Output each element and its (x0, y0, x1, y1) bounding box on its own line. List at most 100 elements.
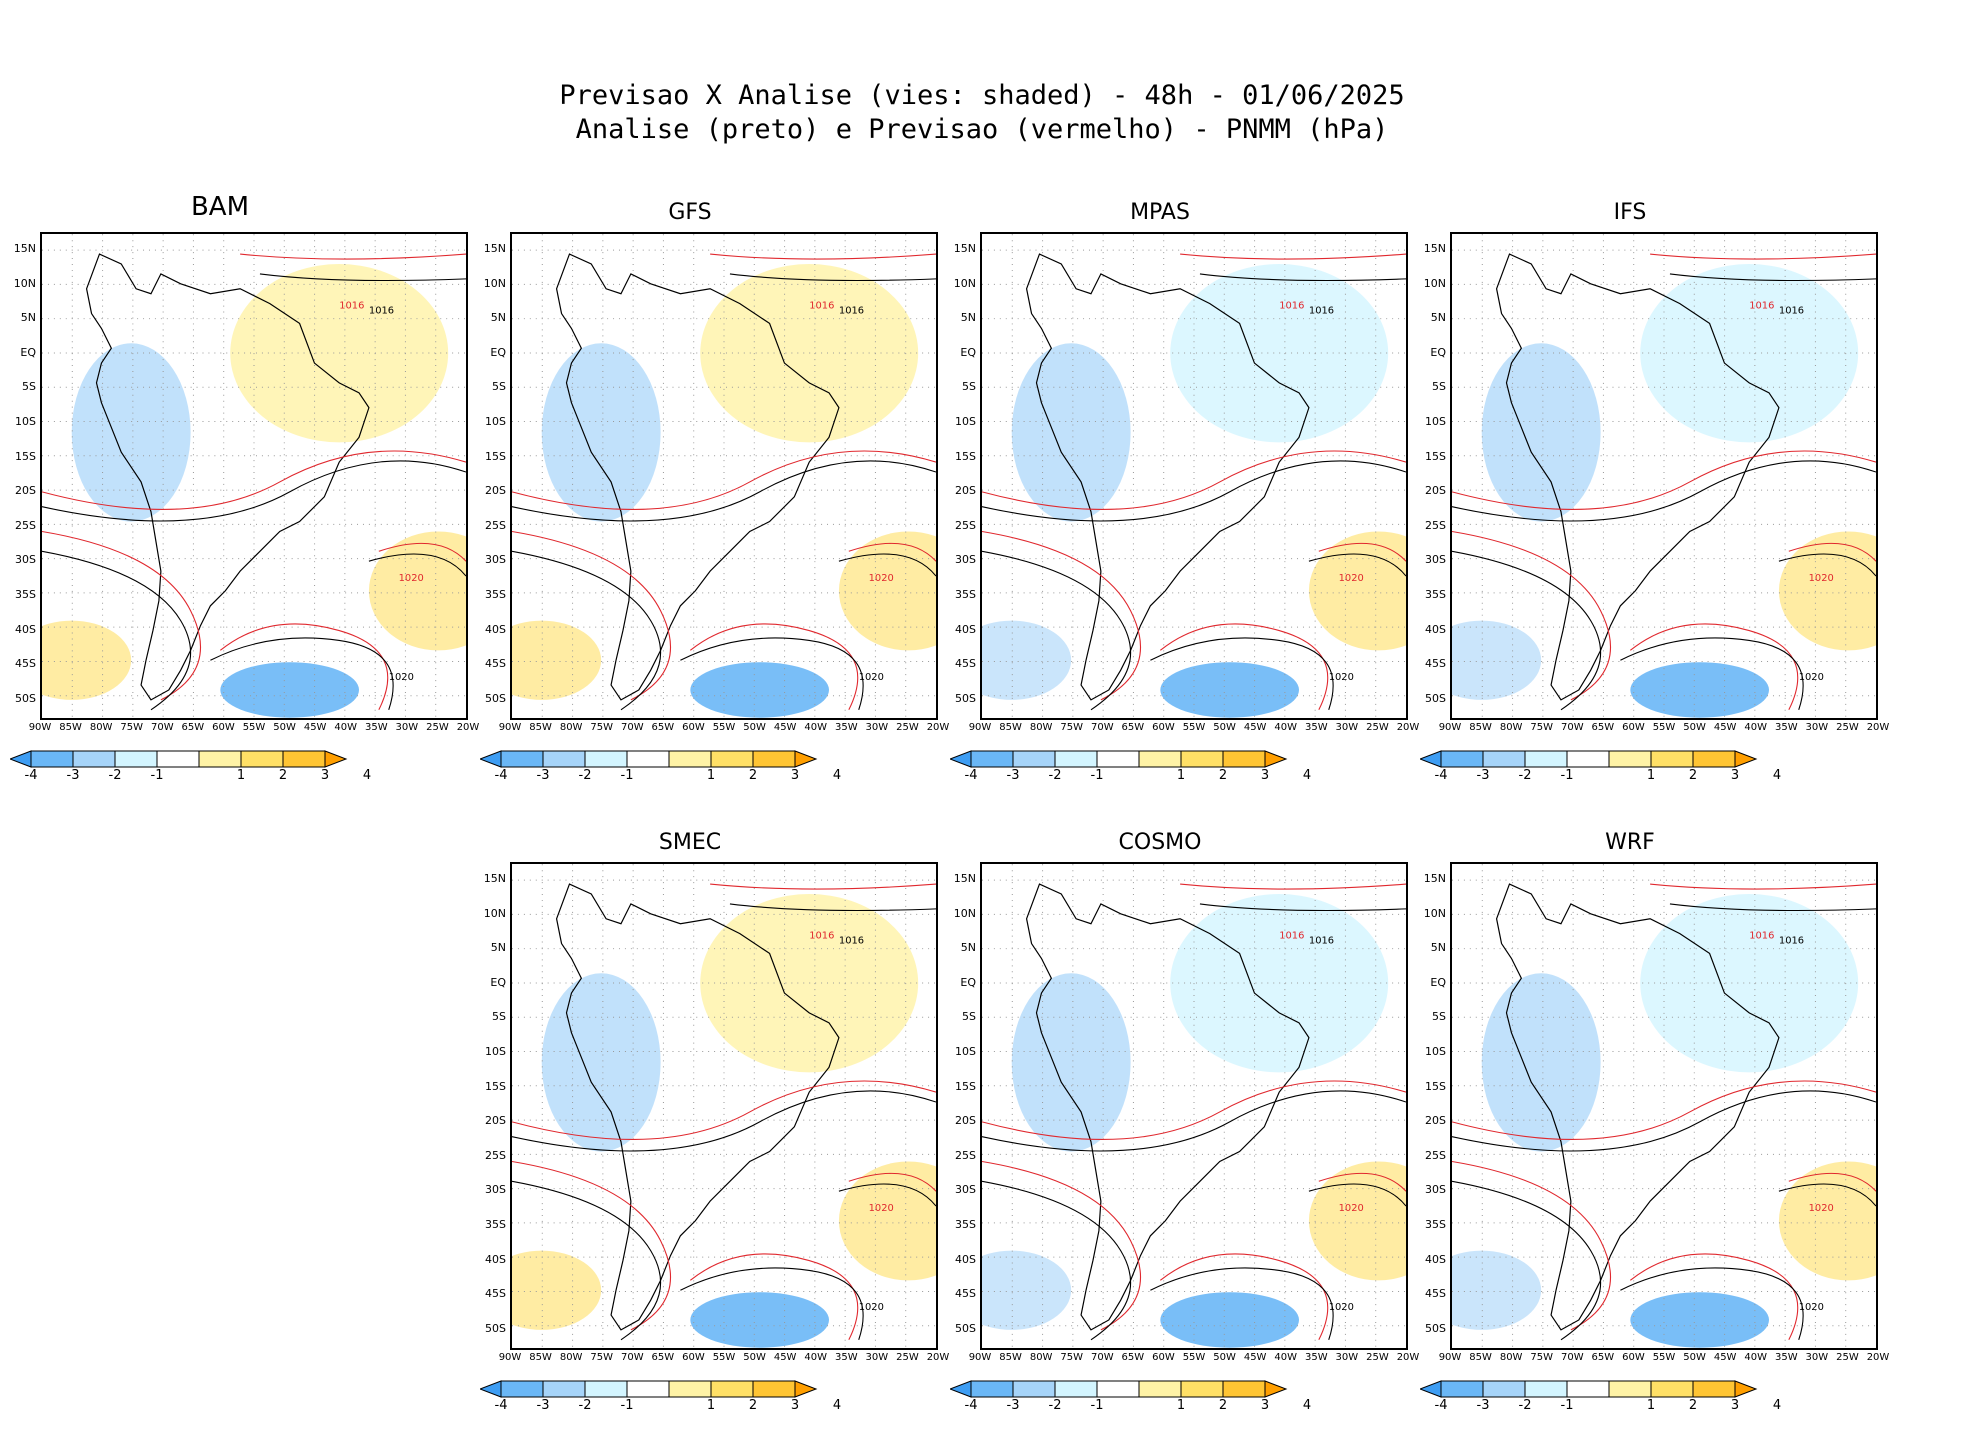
panel-smec: SMEC 15N 10N 5N EQ 5S 10S 15S 20S 25S 30S 35S 40S 45S… (470, 830, 949, 1430)
lon-label: 65W (1121, 722, 1145, 733)
analysis-isobar (1150, 1267, 1334, 1340)
lon-label: 60W (212, 722, 235, 733)
forecast-isobar (512, 530, 671, 701)
forecast-isobar (848, 542, 936, 562)
lon-label: 70W (1560, 1352, 1584, 1363)
colorbar-swatch (1650, 1380, 1694, 1398)
coastline (1495, 883, 1780, 1331)
forecast-isobar (512, 1160, 671, 1331)
forecast-isobar (982, 1160, 1141, 1331)
map-svg: 1016 1016 1020 1020 (982, 864, 1406, 1348)
lat-label: 5N (490, 941, 506, 955)
colorbar-label: 2 (278, 768, 288, 783)
lon-label: 80W (1029, 722, 1053, 733)
lat-label: 5N (960, 311, 976, 325)
bias-shading (541, 343, 661, 522)
colorbar-arrow-left (1420, 1380, 1442, 1398)
colorbar-swatch (752, 1380, 796, 1398)
forecast-isobar (982, 1080, 1406, 1141)
lat-label: 15S (15, 449, 36, 463)
lon-label: 30W (395, 722, 419, 733)
lon-label: 85W (1469, 722, 1492, 733)
lon-label: 50W (743, 1352, 766, 1363)
lon-label: 75W (590, 722, 614, 733)
lon-label: 90W (1438, 1352, 1462, 1363)
isobar-label: 1020 (389, 672, 414, 683)
colorbar-swatch (668, 750, 712, 768)
colorbar-label: -1 (1090, 1398, 1104, 1413)
colorbar (950, 1380, 1288, 1398)
analysis-isobar (729, 273, 936, 282)
colorbar-arrow-right (1264, 1380, 1288, 1398)
colorbar-swatch (1180, 750, 1224, 768)
map-svg: 1016 1016 1020 1020 (512, 234, 936, 718)
analysis-isobar (1308, 1183, 1406, 1207)
panel-title: WRF (1605, 830, 1655, 855)
analysis-isobar (512, 550, 662, 711)
colorbar-label: -1 (620, 1398, 634, 1413)
isobar-label: 1016 (809, 301, 834, 312)
lat-label: 35S (1425, 1218, 1446, 1231)
lon-label: 60W (1622, 1352, 1645, 1363)
colorbar-swatch (752, 750, 796, 768)
lat-label: 45S (955, 1287, 976, 1301)
colorbar-label: -4 (1434, 1398, 1448, 1413)
colorbar-swatch (970, 1380, 1014, 1398)
forecast-isobar (689, 1253, 859, 1341)
lon-label: 90W (1438, 722, 1462, 733)
lat-label: 50S (485, 691, 506, 705)
lon-label: 65W (651, 722, 675, 733)
analysis-isobar (512, 460, 936, 522)
colorbar-label: 4 (1302, 768, 1312, 783)
analysis-isobar (42, 460, 466, 522)
panel-ifs: IFS 15N 10N 5N EQ 5S 10S 15S 20S 25S 30S 35S 40S 45S 5… (1410, 200, 1889, 800)
bias-shading (368, 531, 466, 651)
lat-label: 45S (485, 657, 506, 671)
bias-shading (1630, 662, 1770, 718)
lon-label: 30W (1805, 1352, 1829, 1363)
lat-label: 20S (955, 1114, 976, 1128)
colorbar-label: 3 (1260, 1398, 1270, 1413)
lon-label: 50W (1213, 1352, 1236, 1363)
isobar-label: 1020 (869, 1203, 894, 1214)
lat-label: 15S (1425, 449, 1446, 463)
colorbar-swatch (1096, 1380, 1140, 1398)
forecast-isobar (689, 623, 859, 711)
lon-label: 20W (1866, 722, 1890, 733)
lon-label: 55W (1182, 722, 1206, 733)
lon-label: 65W (651, 1352, 675, 1363)
forecast-isobar (710, 883, 936, 890)
lon-label: 90W (968, 1352, 992, 1363)
colorbar-swatch (668, 1380, 712, 1398)
bias-shading (512, 1250, 602, 1330)
lon-label: 60W (1622, 722, 1645, 733)
analysis-isobar (982, 460, 1406, 522)
lat-label: 15N (1423, 242, 1446, 255)
lat-label: EQ (490, 345, 506, 359)
bias-shading (1481, 343, 1601, 522)
colorbar-label: 1 (1176, 768, 1186, 783)
lat-label: 5S (492, 1010, 506, 1024)
lon-label: 55W (1652, 722, 1676, 733)
lat-label: 5S (1432, 1010, 1446, 1024)
lat-label: 45S (15, 657, 36, 671)
lon-label: 35W (834, 1352, 858, 1363)
forecast-isobar (1159, 623, 1329, 711)
lon-label: 25W (896, 1352, 919, 1363)
lat-label: 5N (20, 311, 36, 325)
lat-label: 35S (1425, 588, 1446, 601)
lat-label: 50S (955, 1321, 976, 1335)
colorbar-arrow-right (1734, 1380, 1758, 1398)
lat-label: 10S (1425, 1045, 1446, 1058)
lon-label: 55W (712, 1352, 736, 1363)
colorbar-label: 4 (1302, 1398, 1312, 1413)
forecast-isobar (1180, 253, 1406, 260)
lat-label: 20S (1425, 484, 1446, 498)
coastline (555, 883, 840, 1331)
panel-title: COSMO (1118, 830, 1202, 855)
colorbar-label: -2 (1518, 1398, 1532, 1413)
bias-shading (982, 620, 1072, 700)
forecast-isobar (1452, 450, 1876, 511)
colorbar-label: 3 (1730, 768, 1740, 783)
colorbar-label: -1 (1560, 1398, 1574, 1413)
